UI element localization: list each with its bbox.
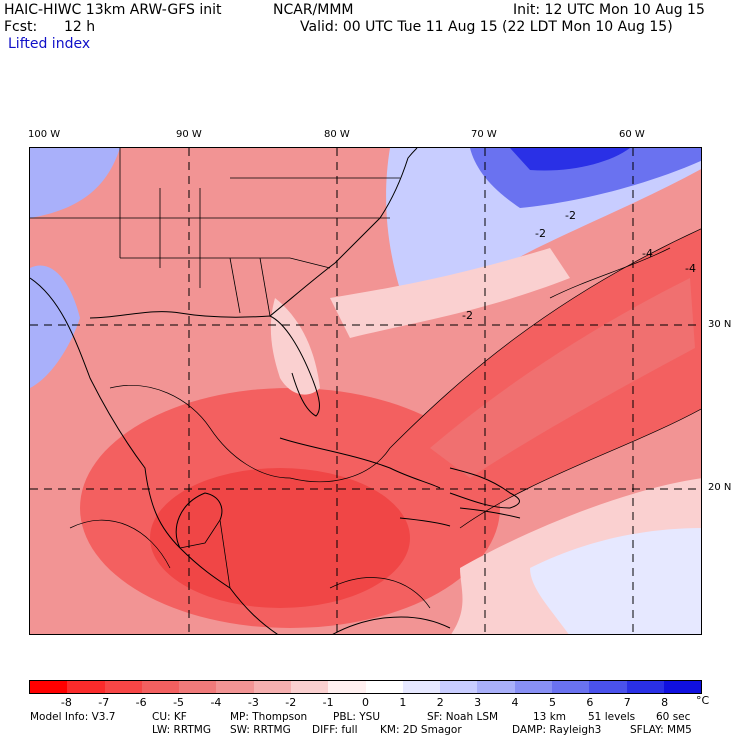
colorbar-tick-label: -1 — [322, 696, 334, 709]
colorbar-tick-label: 4 — [511, 696, 519, 709]
colorbar-swatch — [328, 681, 366, 693]
model-info-mp: MP: Thompson — [230, 711, 308, 723]
model-info-pbl: PBL: YSU — [333, 711, 381, 723]
model-info-sf: SF: Noah LSM — [427, 711, 499, 723]
colorbar-tick-label: -2 — [285, 696, 297, 709]
model-info-timestep: 60 sec — [656, 711, 691, 723]
colorbar-tick-label: 2 — [436, 696, 444, 709]
colorbar-tick-label: -8 — [60, 696, 72, 709]
contour-label: -2 — [462, 309, 473, 322]
stable-region-texas — [30, 265, 80, 388]
colorbar-tick-label: 0 — [362, 696, 369, 709]
colorbar-swatch — [626, 681, 664, 693]
colorbar-tick-label: 1 — [399, 696, 407, 709]
map-canvas — [30, 148, 701, 634]
stable-region-southeast — [530, 528, 701, 634]
model-info-damp: DAMP: Rayleigh3 — [512, 724, 602, 736]
neutral-region-florida — [270, 298, 320, 395]
model-title: HAIC-HIWC 13km ARW-GFS init — [4, 2, 222, 18]
colorbar-swatch — [440, 681, 478, 693]
graticule — [30, 148, 701, 634]
model-info-km: KM: 2D Smagor — [380, 724, 462, 736]
colorbar-tick-label: -6 — [135, 696, 147, 709]
colorbar-tick-label: 6 — [586, 696, 594, 709]
forecast-label: Fcst: — [4, 19, 38, 35]
lon-label-80w: 80 W — [324, 129, 350, 140]
colorbar-tick-label: -4 — [210, 696, 222, 709]
lat-label-30n: 30 N — [708, 319, 732, 330]
model-info-sflay: SFLAY: MM5 — [630, 724, 692, 736]
colorbar-tick-label: 3 — [474, 696, 482, 709]
field-name: Lifted index — [8, 36, 91, 52]
contour-label: -2 — [565, 209, 576, 222]
colorbar-tick-label: 7 — [623, 696, 631, 709]
colorbar-tick-label: -3 — [247, 696, 259, 709]
model-info-levels: 51 levels — [588, 711, 636, 723]
contour-label: -4 — [685, 262, 696, 275]
colorbar-swatch — [402, 681, 441, 693]
org-label: NCAR/MMM — [273, 2, 354, 18]
colorbar-swatch — [67, 681, 105, 693]
colorbar-tick-label: 8 — [661, 696, 669, 709]
lon-label-90w: 90 W — [176, 129, 202, 140]
state-borders — [30, 148, 400, 589]
colorbar-unit: °C — [696, 694, 710, 707]
model-info-diff: DIFF: full — [312, 724, 358, 736]
model-info-sw: SW: RRTMG — [230, 724, 291, 736]
stable-peak-northeast — [510, 148, 630, 171]
colorbar-tick-label: -7 — [98, 696, 110, 709]
colorbar-swatch — [141, 681, 180, 693]
lon-label-70w: 70 W — [471, 129, 497, 140]
colorbar-swatch — [30, 681, 68, 693]
colorbar-swatch — [663, 681, 702, 693]
colorbar-swatch — [589, 681, 627, 693]
lat-label-20n: 20 N — [708, 482, 732, 493]
stable-region-northwest — [30, 148, 120, 218]
neutral-band-coast — [330, 248, 570, 338]
colorbar-tick-label: -5 — [173, 696, 185, 709]
model-info-cu: CU: KF — [152, 711, 187, 723]
model-info-resolution: 13 km — [533, 711, 567, 723]
init-time: Init: 12 UTC Mon 10 Aug 15 — [513, 2, 705, 18]
unstable-band-inner — [430, 278, 695, 478]
contours — [69, 228, 701, 609]
unstable-core-caribbean — [150, 468, 410, 608]
colorbar-swatch — [253, 681, 291, 693]
contour-label: -2 — [535, 227, 546, 240]
contour-label: -4 — [642, 247, 653, 260]
forecast-hour: 12 h — [64, 19, 96, 35]
colorbar — [29, 680, 702, 694]
lon-label-60w: 60 W — [619, 129, 645, 140]
colorbar-tick-label: 5 — [548, 696, 556, 709]
colorbar-swatch — [104, 681, 142, 693]
colorbar-swatch — [551, 681, 590, 693]
lon-label-100w: 100 W — [28, 129, 61, 140]
valid-time: Valid: 00 UTC Tue 11 Aug 15 (22 LDT Mon … — [300, 19, 673, 35]
colorbar-swatch — [179, 681, 217, 693]
lifted-index-map: -2 -2 -2 -4 -4 — [29, 147, 702, 635]
colorbar-swatch — [365, 681, 403, 693]
colorbar-swatch — [290, 681, 329, 693]
colorbar-swatch — [216, 681, 254, 693]
colorbar-swatch — [514, 681, 552, 693]
colorbar-swatch — [477, 681, 515, 693]
model-info-lw: LW: RRTMG — [152, 724, 211, 736]
model-info-version: Model Info: V3.7 — [30, 711, 116, 723]
